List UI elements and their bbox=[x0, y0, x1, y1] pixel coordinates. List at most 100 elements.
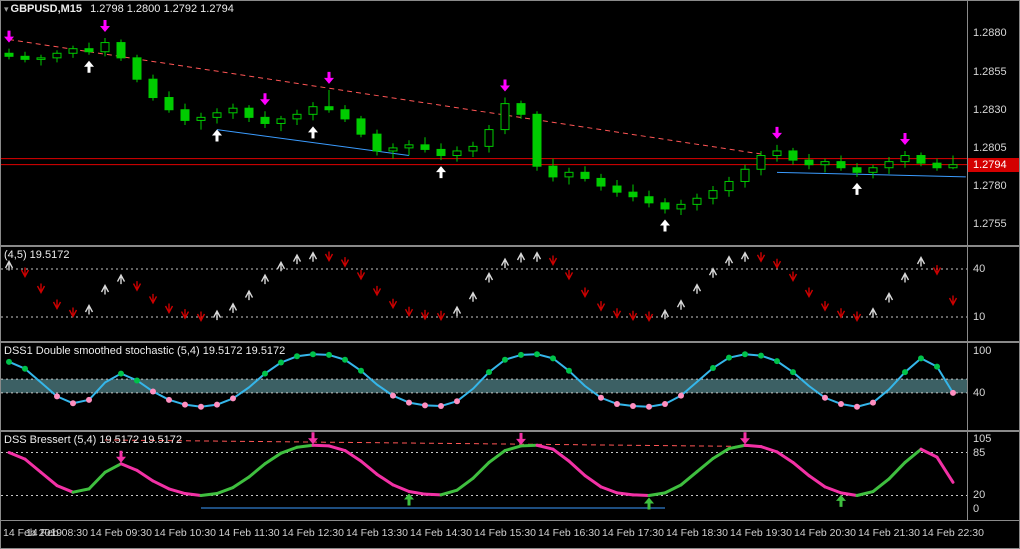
candle-body bbox=[100, 42, 110, 53]
candle-body bbox=[4, 52, 14, 57]
panel-divider[interactable] bbox=[1, 245, 1019, 247]
candle-body bbox=[452, 150, 462, 157]
candle-body bbox=[628, 191, 638, 198]
buy-arrow-icon bbox=[660, 219, 670, 232]
semafor-scale[interactable]: 40 10 bbox=[967, 247, 1019, 341]
dss1-scale[interactable]: 100 40 bbox=[967, 343, 1019, 430]
candle-body bbox=[532, 113, 542, 167]
bressert-segment bbox=[311, 443, 331, 448]
oversold-dot bbox=[646, 403, 652, 410]
down-arrow-glyph bbox=[20, 267, 30, 278]
candle-body bbox=[660, 202, 670, 210]
bressert-segment bbox=[439, 488, 459, 497]
up-arrow-glyph bbox=[516, 252, 526, 263]
panel-divider[interactable] bbox=[1, 341, 1019, 343]
down-arrow-glyph bbox=[804, 287, 814, 298]
main-chart-panel[interactable]: ▾ GBPUSD,M15 1.2798 1.2800 1.2792 1.2794 1… bbox=[1, 1, 1019, 245]
bressert-segment bbox=[199, 492, 219, 497]
overbought-dot bbox=[310, 351, 316, 358]
bressert-segment bbox=[871, 477, 891, 494]
dss-bressert-scale[interactable]: 105 85 20 0 bbox=[967, 432, 1019, 520]
bressert-segment bbox=[647, 491, 667, 497]
oversold-dot bbox=[198, 403, 204, 410]
candle-body bbox=[484, 129, 494, 147]
oversold-dot bbox=[950, 389, 956, 396]
candle-body bbox=[436, 148, 446, 157]
main-chart-plot[interactable] bbox=[1, 1, 969, 245]
overbought-dot bbox=[278, 359, 284, 366]
down-arrow-glyph bbox=[420, 309, 430, 321]
scale-label: 0 bbox=[973, 502, 980, 515]
semafor-title: (4,5) 19.5172 bbox=[4, 249, 70, 261]
overbought-dot bbox=[774, 358, 780, 365]
buy-arrow-icon bbox=[836, 494, 846, 507]
up-arrow-glyph bbox=[660, 308, 670, 320]
bressert-segment bbox=[39, 470, 59, 488]
candle-body bbox=[244, 107, 254, 118]
buy-arrow-icon bbox=[404, 493, 414, 506]
oversold-dot bbox=[150, 388, 156, 395]
bressert-segment bbox=[663, 483, 683, 495]
oversold-dot bbox=[230, 395, 236, 402]
candle-body bbox=[948, 164, 958, 169]
dss1-indicator-panel[interactable]: DSS1 Double smoothed stochastic (5,4) 19… bbox=[1, 343, 1019, 430]
candle-body bbox=[596, 177, 606, 187]
dss-bressert-indicator-panel[interactable]: DSS Bressert (5,4) 19.5172 19.5172 105 85… bbox=[1, 432, 1019, 520]
sell-arrow-icon bbox=[516, 432, 526, 445]
overbought-dot bbox=[758, 352, 764, 359]
sell-arrow-icon bbox=[900, 132, 910, 145]
bressert-segment bbox=[615, 491, 635, 497]
candle-body bbox=[804, 159, 814, 166]
down-arrow-glyph bbox=[436, 310, 446, 322]
down-arrow-glyph bbox=[932, 265, 942, 276]
semafor-indicator-panel[interactable]: (4,5) 19.5172 40 10 bbox=[1, 247, 1019, 341]
sell-arrow-icon bbox=[100, 20, 110, 32]
price-scale[interactable]: 1.2880 1.2855 1.2830 1.2805 1.2780 1.2755 1.27… bbox=[967, 1, 1019, 245]
scale-label: 105 bbox=[973, 433, 992, 446]
bressert-segment bbox=[295, 443, 315, 449]
time-axis-label: 14 Feb 16:30 bbox=[538, 527, 600, 539]
time-axis-label: 14 Feb 09:30 bbox=[90, 527, 152, 539]
candle-body bbox=[148, 78, 158, 99]
buy-arrow-icon bbox=[852, 182, 862, 195]
scale-label: 1.2880 bbox=[973, 27, 1007, 40]
overbought-dot bbox=[358, 367, 364, 374]
down-arrow-glyph bbox=[788, 271, 798, 282]
candle-body bbox=[756, 155, 766, 170]
time-axis-label: 14 Feb 15:30 bbox=[474, 527, 536, 539]
up-arrow-glyph bbox=[212, 309, 222, 321]
candle-body bbox=[356, 118, 366, 135]
bressert-segment bbox=[183, 492, 203, 497]
up-arrow-glyph bbox=[692, 283, 702, 294]
bressert-segment bbox=[119, 462, 139, 472]
semafor-plot[interactable] bbox=[1, 247, 969, 341]
down-arrow-glyph bbox=[180, 309, 190, 320]
candle-body bbox=[692, 197, 702, 205]
candle-body bbox=[116, 42, 126, 59]
overbought-dot bbox=[486, 369, 492, 376]
down-arrow-glyph bbox=[340, 257, 350, 268]
candle-body bbox=[68, 48, 78, 54]
buy-arrow-icon bbox=[212, 129, 222, 142]
candle-body bbox=[820, 161, 830, 166]
down-arrow-glyph bbox=[68, 307, 78, 318]
dss1-plot[interactable] bbox=[1, 343, 969, 430]
dss-bressert-plot[interactable] bbox=[1, 432, 969, 520]
buy-arrow-icon bbox=[436, 166, 446, 179]
up-arrow-glyph bbox=[676, 299, 686, 310]
oversold-dot bbox=[166, 396, 172, 403]
up-arrow-glyph bbox=[4, 260, 14, 271]
overbought-dot bbox=[326, 351, 332, 358]
candle-body bbox=[84, 48, 94, 53]
sell-arrow-icon bbox=[260, 93, 270, 106]
bressert-segment bbox=[919, 447, 939, 459]
bressert-segment bbox=[279, 445, 299, 455]
overbought-dot bbox=[934, 363, 940, 370]
panel-divider[interactable] bbox=[1, 430, 1019, 432]
bressert-segment bbox=[455, 476, 475, 492]
dss1-line bbox=[8, 353, 954, 408]
bressert-segment bbox=[375, 472, 395, 487]
bressert-segment bbox=[87, 470, 107, 491]
up-arrow-glyph bbox=[884, 292, 894, 303]
time-axis[interactable]: 14 Feb 2019 14 Feb 08:30 14 Feb 09:30 14 Fe… bbox=[1, 520, 1019, 548]
